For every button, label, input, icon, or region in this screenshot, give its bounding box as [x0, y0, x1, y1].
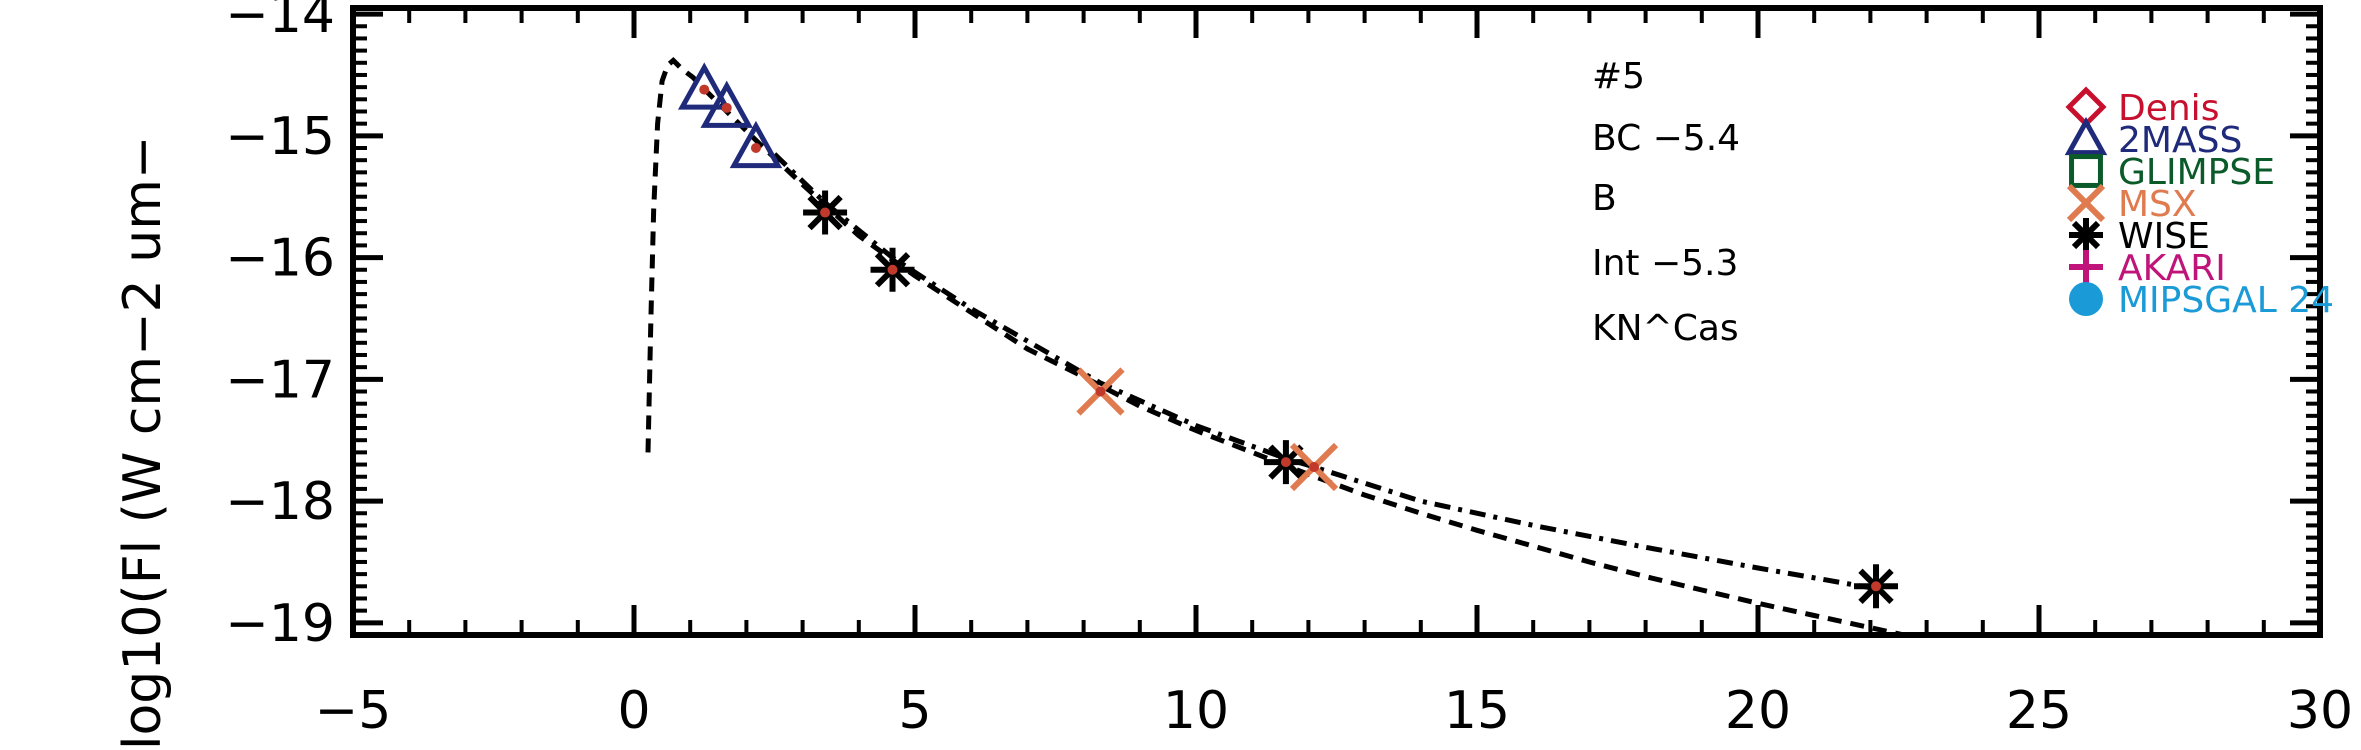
y-tick-label: −14 — [225, 0, 335, 45]
dot-shape — [750, 143, 761, 154]
data-markers — [678, 62, 1899, 609]
triangle-shape — [729, 120, 783, 169]
legend-label: MSX — [2118, 184, 2197, 225]
x-tick-label: 20 — [1725, 681, 1791, 741]
x-tick-label: 0 — [617, 681, 650, 741]
legend-label: MIPSGAL 24 — [2118, 280, 2334, 321]
x-tick-label: 15 — [1444, 681, 1510, 741]
model-curves — [645, 56, 1916, 635]
y-tick-label: −16 — [225, 229, 335, 289]
dot-data-point — [750, 143, 761, 154]
legend-asterisk-icon — [2069, 218, 2103, 252]
dot-shape — [721, 102, 732, 113]
dot-shape — [699, 84, 710, 95]
x-tick-label: 5 — [898, 681, 931, 741]
legend-label: Denis — [2118, 88, 2219, 129]
dot-shape — [887, 264, 898, 275]
dot-data-point — [721, 102, 732, 113]
x-tick-label: 30 — [2287, 681, 2353, 741]
dot-data-point — [1871, 581, 1882, 592]
asterisk-stroke — [2071, 220, 2101, 250]
annotation-text: BC −5.4 — [1592, 118, 1740, 159]
x-stroke — [2066, 183, 2106, 223]
dot-shape — [1280, 457, 1291, 468]
legend-plus-icon — [2069, 250, 2103, 284]
legend-square-icon — [2069, 154, 2103, 188]
triangle-shape — [700, 80, 753, 128]
triangle-data-point — [678, 62, 731, 110]
triangle-data-point — [700, 80, 753, 128]
annotation-text: #5 — [1592, 56, 1645, 97]
dot-shape — [820, 207, 831, 218]
annotation-text: Int −5.3 — [1592, 243, 1738, 284]
dot-data-point — [699, 84, 710, 95]
axis-tick-labels: −5 0 5 10 15 20 25 30 −19 −18 −17 −16 −15 −14 — [225, 0, 2353, 741]
legend-label: AKARI — [2118, 248, 2226, 289]
dashed-model-curve — [645, 56, 1916, 635]
dot-shape — [1095, 386, 1106, 397]
plot-frame — [350, 5, 2323, 638]
dashdot-model-curve — [772, 152, 1877, 592]
legend-label: GLIMPSE — [2118, 152, 2275, 193]
dot-data-point — [1095, 386, 1106, 397]
legend-x-icon — [2066, 183, 2106, 223]
y-tick-label: −15 — [225, 107, 335, 167]
triangle-shape — [2064, 116, 2108, 156]
y-tick-label: −17 — [225, 350, 335, 410]
x-tick-label: 10 — [1163, 681, 1229, 741]
triangle-data-point — [729, 120, 783, 169]
dot-shape — [1309, 461, 1320, 472]
legend-label: 2MASS — [2118, 120, 2242, 161]
y-tick-label: −18 — [225, 472, 335, 532]
x-tick-label: 25 — [2006, 681, 2072, 741]
square-shape — [2069, 154, 2103, 188]
annotation-text: B — [1592, 178, 1617, 219]
dot-data-point — [887, 264, 898, 275]
legend-triangle-icon — [2064, 116, 2108, 156]
triangle-shape — [678, 62, 731, 110]
x-tick-label: −5 — [315, 681, 392, 741]
annotation-text: KN^Cas — [1592, 308, 1739, 349]
dot-shape — [1871, 581, 1882, 592]
circle-shape — [2069, 282, 2103, 316]
y-axis-label: log10(Fl (W cm−2 um− — [113, 136, 173, 750]
dot-data-point — [820, 207, 831, 218]
legend-circle-icon — [2069, 282, 2103, 316]
dot-data-point — [1309, 461, 1320, 472]
dot-data-point — [1280, 457, 1291, 468]
y-tick-label: −19 — [225, 594, 335, 654]
annotations: #5 BC −5.4 B Int −5.3 KN^Cas — [1592, 56, 1740, 349]
legend-label: WISE — [2118, 216, 2210, 257]
axis-ticks — [350, 8, 2323, 637]
